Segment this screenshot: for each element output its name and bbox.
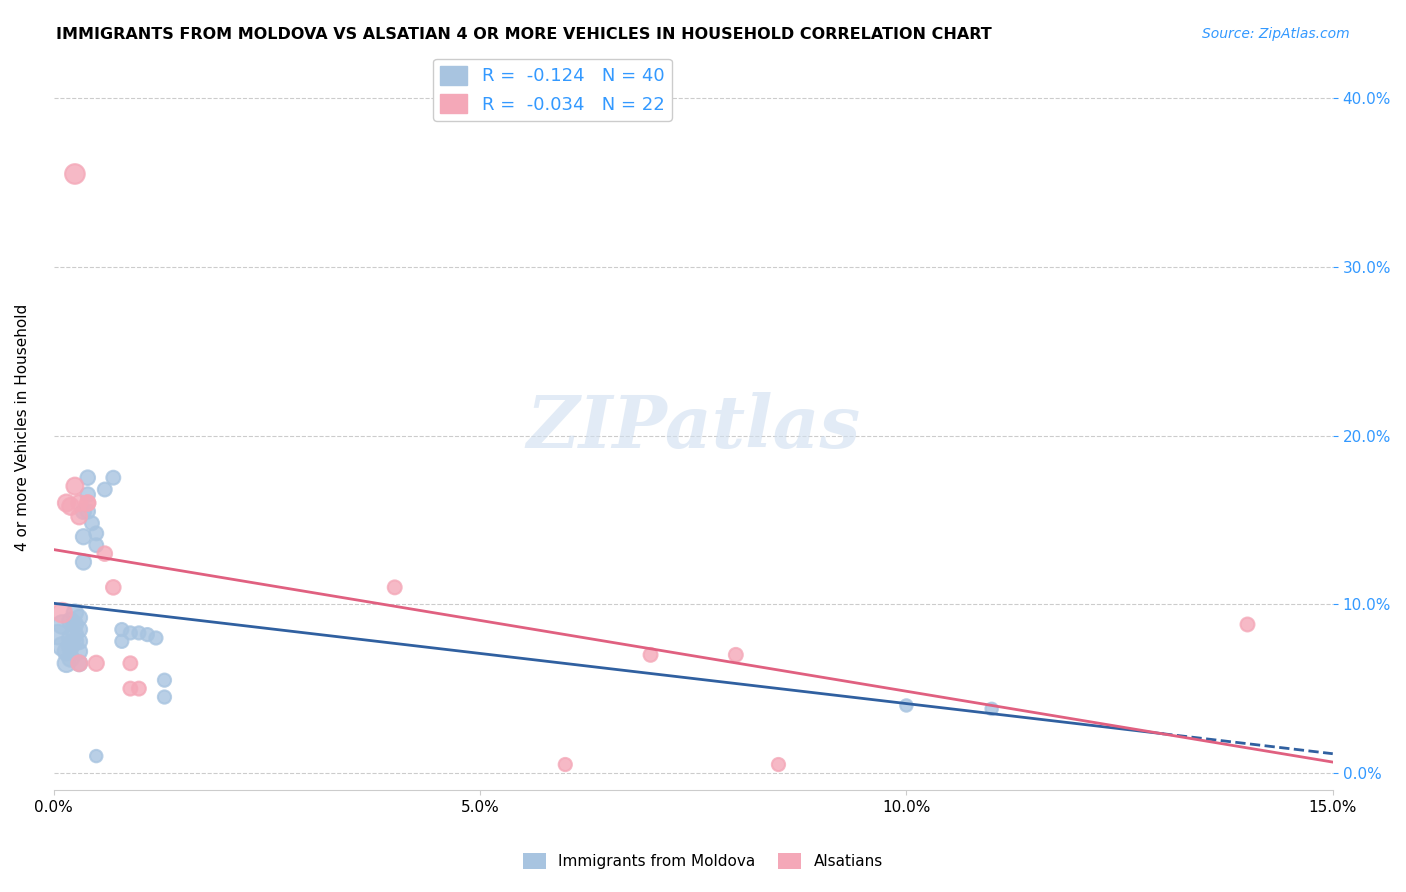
Point	[59, 651, 82, 665]
Point	[63, 617, 86, 632]
Point	[76, 471, 98, 485]
Point	[896, 698, 918, 713]
Point	[59, 640, 82, 654]
Point	[67, 657, 90, 671]
Point	[76, 487, 98, 501]
Point	[63, 606, 86, 620]
Point	[120, 657, 142, 671]
Point	[59, 631, 82, 645]
Point	[67, 657, 90, 671]
Text: IMMIGRANTS FROM MOLDOVA VS ALSATIAN 4 OR MORE VEHICLES IN HOUSEHOLD CORRELATION : IMMIGRANTS FROM MOLDOVA VS ALSATIAN 4 OR…	[56, 27, 993, 42]
Point	[63, 479, 86, 493]
Point	[67, 496, 90, 510]
Point	[103, 580, 125, 594]
Point	[67, 611, 90, 625]
Point	[1236, 617, 1258, 632]
Y-axis label: 4 or more Vehicles in Household: 4 or more Vehicles in Household	[15, 303, 30, 550]
Point	[55, 496, 77, 510]
Point	[84, 657, 107, 671]
Point	[980, 702, 1002, 716]
Point	[120, 681, 142, 696]
Point	[63, 167, 86, 181]
Point	[55, 657, 77, 671]
Point	[384, 580, 406, 594]
Point	[76, 504, 98, 518]
Point	[59, 500, 82, 514]
Point	[76, 496, 98, 510]
Point	[128, 681, 150, 696]
Point	[51, 606, 73, 620]
Point	[120, 626, 142, 640]
Point	[84, 538, 107, 552]
Point	[80, 516, 103, 531]
Point	[67, 634, 90, 648]
Point	[63, 634, 86, 648]
Point	[59, 614, 82, 628]
Point	[51, 617, 73, 632]
Point	[111, 623, 134, 637]
Point	[72, 530, 94, 544]
Point	[72, 555, 94, 569]
Point	[67, 509, 90, 524]
Point	[724, 648, 747, 662]
Legend: R =  -0.124   N = 40, R =  -0.034   N = 22: R = -0.124 N = 40, R = -0.034 N = 22	[433, 59, 672, 121]
Point	[63, 627, 86, 641]
Point	[153, 673, 176, 688]
Point	[94, 483, 117, 497]
Point	[768, 757, 790, 772]
Point	[94, 547, 117, 561]
Point	[103, 471, 125, 485]
Text: ZIPatlas: ZIPatlas	[526, 392, 860, 463]
Point	[55, 644, 77, 658]
Point	[67, 623, 90, 637]
Point	[554, 757, 576, 772]
Point	[46, 627, 69, 641]
Point	[84, 526, 107, 541]
Point	[128, 626, 150, 640]
Point	[640, 648, 662, 662]
Point	[67, 644, 90, 658]
Point	[111, 634, 134, 648]
Point	[84, 749, 107, 764]
Point	[145, 631, 167, 645]
Point	[76, 496, 98, 510]
Point	[153, 690, 176, 704]
Point	[51, 640, 73, 654]
Point	[72, 504, 94, 518]
Legend: Immigrants from Moldova, Alsatians: Immigrants from Moldova, Alsatians	[517, 847, 889, 875]
Text: Source: ZipAtlas.com: Source: ZipAtlas.com	[1202, 27, 1350, 41]
Point	[136, 627, 159, 641]
